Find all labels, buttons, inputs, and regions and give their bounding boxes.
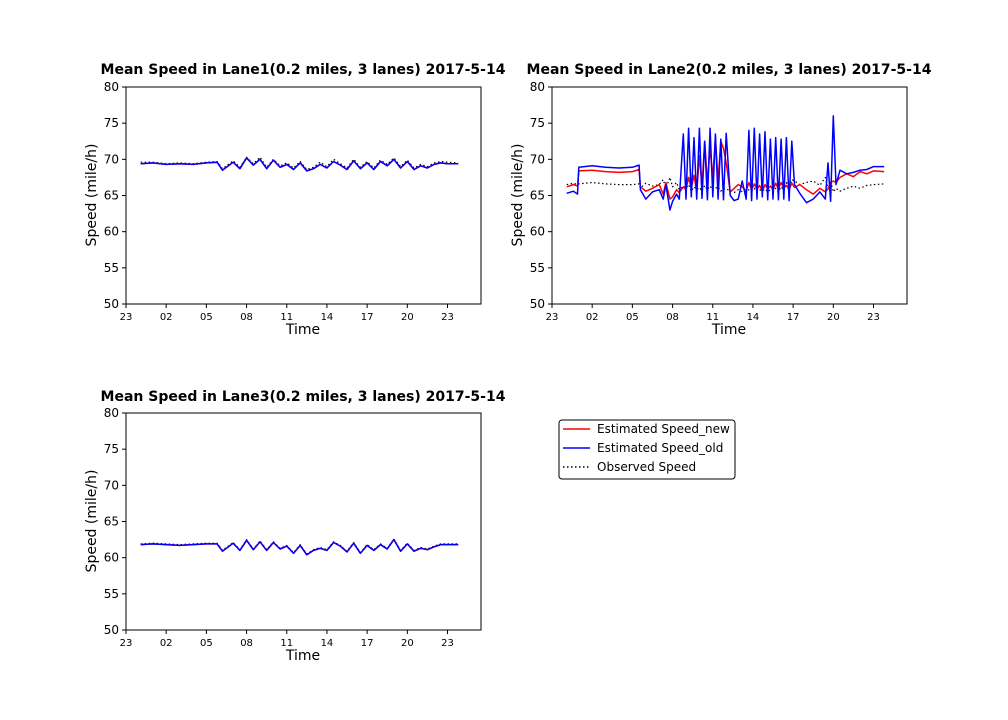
- series-line-estimated-old: [566, 115, 885, 211]
- panel-lane2: Mean Speed in Lane2(0.2 miles, 3 lanes) …: [510, 62, 932, 338]
- series-lines: [566, 115, 885, 211]
- y-tick-label: 75: [530, 116, 545, 130]
- y-tick-label: 65: [104, 189, 119, 203]
- x-tick-label: 20: [827, 312, 840, 323]
- x-axis-label: Time: [285, 322, 320, 338]
- axis-ticks: 50 55 60 65 70 75 80 23 02 05 08 11 14 17 20 23: [104, 406, 454, 649]
- x-tick-label: 20: [401, 312, 414, 323]
- y-tick-label: 80: [530, 80, 545, 94]
- y-tick-label: 70: [530, 152, 545, 166]
- x-tick-label: 23: [441, 638, 454, 649]
- axis-ticks: 50 55 60 65 70 75 80 23 02 05 08 11 14 17 20 23: [104, 80, 454, 323]
- y-tick-label: 65: [530, 189, 545, 203]
- x-tick-label: 14: [321, 638, 334, 649]
- x-tick-label: 23: [546, 312, 559, 323]
- x-tick-label: 14: [747, 312, 760, 323]
- x-tick-label: 14: [321, 312, 334, 323]
- series-line-estimated-old: [140, 157, 459, 172]
- x-tick-label: 02: [160, 638, 173, 649]
- x-tick-label: 02: [160, 312, 173, 323]
- x-tick-label: 05: [200, 312, 213, 323]
- x-tick-label: 11: [280, 638, 293, 649]
- series-line-observed: [566, 176, 885, 194]
- x-tick-label: 23: [120, 312, 133, 323]
- y-tick-label: 80: [104, 80, 119, 94]
- x-tick-label: 05: [200, 638, 213, 649]
- panel-title: Mean Speed in Lane1(0.2 miles, 3 lanes) …: [101, 62, 506, 78]
- x-tick-label: 17: [361, 638, 374, 649]
- x-tick-label: 08: [240, 638, 253, 649]
- y-tick-label: 50: [530, 297, 545, 311]
- series-line-observed: [140, 156, 459, 171]
- y-tick-label: 70: [104, 152, 119, 166]
- y-axis-label: Speed (mile/h): [84, 144, 100, 247]
- x-tick-label: 08: [666, 312, 679, 323]
- legend-label-observed: Observed Speed: [597, 460, 696, 474]
- y-tick-label: 55: [530, 261, 545, 275]
- x-tick-label: 02: [586, 312, 599, 323]
- x-axis-label: Time: [711, 322, 746, 338]
- x-tick-label: 11: [280, 312, 293, 323]
- y-tick-label: 55: [104, 261, 119, 275]
- y-tick-label: 60: [104, 225, 119, 239]
- y-tick-label: 75: [104, 442, 119, 456]
- x-tick-label: 20: [401, 638, 414, 649]
- axis-ticks: 50 55 60 65 70 75 80 23 02 05 08 11 14 17 20 23: [530, 80, 880, 323]
- x-axis-label: Time: [285, 648, 320, 664]
- x-tick-label: 17: [787, 312, 800, 323]
- legend-frame: [558, 419, 736, 480]
- plot-frame: [125, 412, 482, 631]
- legend: Estimated Speed_new Estimated Speed_old …: [558, 419, 736, 480]
- series-lines: [140, 538, 459, 556]
- y-tick-label: 65: [104, 515, 119, 529]
- y-tick-label: 80: [104, 406, 119, 420]
- series-line-estimated-new: [566, 136, 885, 200]
- legend-label-new: Estimated Speed_new: [597, 422, 730, 436]
- series-line-estimated-old: [140, 538, 459, 556]
- plot-frame: [125, 86, 482, 305]
- x-tick-label: 05: [626, 312, 639, 323]
- x-tick-label: 17: [361, 312, 374, 323]
- y-tick-label: 70: [104, 478, 119, 492]
- series-lines: [140, 156, 459, 172]
- x-tick-label: 23: [867, 312, 880, 323]
- legend-label-old: Estimated Speed_old: [597, 441, 723, 455]
- panel-lane1: Mean Speed in Lane1(0.2 miles, 3 lanes) …: [84, 62, 506, 338]
- x-tick-label: 11: [706, 312, 719, 323]
- x-tick-label: 23: [441, 312, 454, 323]
- y-tick-label: 75: [104, 116, 119, 130]
- panel-title: Mean Speed in Lane2(0.2 miles, 3 lanes) …: [527, 62, 932, 78]
- panel-title: Mean Speed in Lane3(0.2 miles, 3 lanes) …: [101, 389, 506, 405]
- y-tick-label: 60: [530, 225, 545, 239]
- x-tick-label: 23: [120, 638, 133, 649]
- y-tick-label: 50: [104, 623, 119, 637]
- panel-lane3: Mean Speed in Lane3(0.2 miles, 3 lanes) …: [84, 389, 506, 664]
- y-tick-label: 60: [104, 551, 119, 565]
- x-tick-label: 08: [240, 312, 253, 323]
- y-tick-label: 55: [104, 587, 119, 601]
- y-tick-label: 50: [104, 297, 119, 311]
- y-axis-label: Speed (mile/h): [84, 470, 100, 573]
- y-axis-label: Speed (mile/h): [510, 144, 526, 247]
